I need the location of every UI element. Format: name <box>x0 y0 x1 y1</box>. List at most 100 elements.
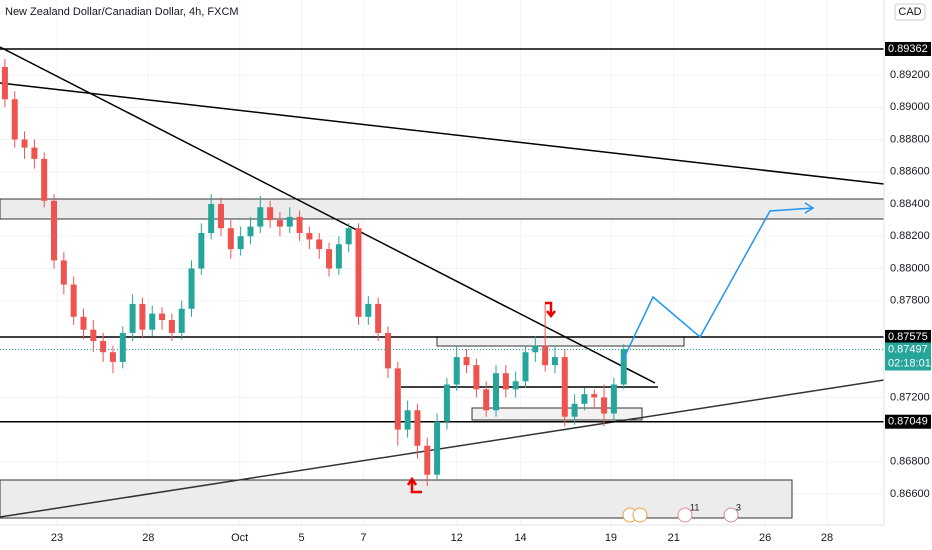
candle-body <box>571 403 578 417</box>
candle-body <box>394 368 401 430</box>
candle-body <box>41 158 48 201</box>
red-arrow <box>406 476 418 486</box>
chart-title: New Zealand Dollar/Canadian Dollar, 4h, … <box>5 6 239 18</box>
trendline <box>0 46 656 384</box>
event-icon[interactable] <box>723 507 739 523</box>
candle-body <box>316 239 323 250</box>
candle-body <box>178 308 185 333</box>
event-icon[interactable] <box>677 507 693 523</box>
arrow-head <box>804 202 815 214</box>
candle-body <box>512 381 519 390</box>
last-price-label: 0.87497 <box>888 343 928 355</box>
candles <box>1 58 627 487</box>
candle-body <box>60 260 67 285</box>
x-tick-label: Oct <box>231 532 248 544</box>
candle-body <box>434 421 441 475</box>
candle-body <box>208 204 215 234</box>
candle-body <box>218 204 224 229</box>
candle-body <box>21 139 28 148</box>
candle-body <box>159 313 166 321</box>
candle-body <box>100 340 107 353</box>
candle-body <box>355 228 362 317</box>
candle-body <box>493 373 500 411</box>
candle-body <box>11 99 18 140</box>
candle-body <box>601 397 608 414</box>
price-label-box <box>885 329 931 344</box>
candle-body <box>1 67 8 100</box>
candle-body <box>384 332 391 369</box>
y-tick-label: 0.88800 <box>890 133 930 145</box>
x-tick-label: 26 <box>759 532 771 544</box>
candle-body <box>149 313 156 330</box>
candle-body <box>591 394 598 398</box>
candle-body <box>483 389 490 411</box>
price-label-box <box>885 41 931 56</box>
x-tick-label: 12 <box>451 532 463 544</box>
candle-body <box>90 329 97 341</box>
y-tick-label: 0.87200 <box>890 391 930 403</box>
countdown: 02:18:01 <box>888 357 931 369</box>
candle-body <box>267 207 274 221</box>
candle-body <box>414 410 421 446</box>
candle-body <box>542 345 549 366</box>
candle-body <box>326 249 333 269</box>
candle-body <box>404 410 411 430</box>
event-count: 3 <box>736 502 741 512</box>
candle-body <box>168 320 175 333</box>
price-label: 0.87049 <box>888 416 928 428</box>
candle-body <box>424 445 431 475</box>
candle-body <box>532 345 539 353</box>
zone <box>471 407 643 421</box>
candle-body <box>502 373 509 390</box>
y-tick-label: 0.89200 <box>890 69 930 81</box>
candle-body <box>227 228 234 250</box>
candle-body <box>257 207 264 227</box>
candle-body <box>335 244 342 269</box>
candle-body <box>473 365 480 390</box>
currency-button[interactable] <box>894 3 926 21</box>
last-price-box <box>885 342 931 371</box>
y-tick-label: 0.89000 <box>890 101 930 113</box>
candle-body <box>129 303 136 333</box>
price-label: 0.89362 <box>888 43 928 55</box>
x-tick-label: 21 <box>668 532 680 544</box>
candle-body <box>345 228 352 245</box>
zone <box>0 198 884 220</box>
y-tick-label: 0.88200 <box>890 230 930 242</box>
red-arrow <box>545 301 556 319</box>
x-tick-label: 23 <box>51 532 63 544</box>
candle-body <box>561 357 568 417</box>
trendline <box>0 379 884 518</box>
currency: CAD <box>898 6 921 18</box>
y-tick-label: 0.87800 <box>890 295 930 307</box>
candle-body <box>375 303 382 333</box>
candle-body <box>237 236 244 250</box>
y-tick-label: 0.88000 <box>890 262 930 274</box>
drawings <box>0 46 884 519</box>
candle-body <box>551 357 558 366</box>
candle-body <box>247 226 254 237</box>
y-tick-label: 0.88600 <box>890 166 930 178</box>
grid <box>0 0 884 525</box>
x-tick-label: 7 <box>360 532 366 544</box>
projection-path <box>622 207 814 361</box>
candle-body <box>109 352 116 362</box>
event-count: 11 <box>690 502 699 512</box>
candle-body <box>198 233 205 269</box>
candle-body <box>31 147 38 159</box>
candle-body <box>70 284 77 317</box>
candle-body <box>80 316 87 330</box>
trendline <box>0 82 884 185</box>
projection <box>406 202 815 494</box>
x-tick-label: 28 <box>142 532 154 544</box>
price-axis <box>884 0 932 550</box>
candle-body <box>286 216 293 227</box>
event-icon[interactable] <box>632 507 648 523</box>
candle-body <box>463 357 470 366</box>
x-tick-label: 5 <box>298 532 304 544</box>
candle-body <box>522 352 529 382</box>
y-tick-label: 0.88400 <box>890 198 930 210</box>
candle-body <box>276 220 283 227</box>
candle-body <box>139 303 146 330</box>
candle-body <box>620 349 627 385</box>
